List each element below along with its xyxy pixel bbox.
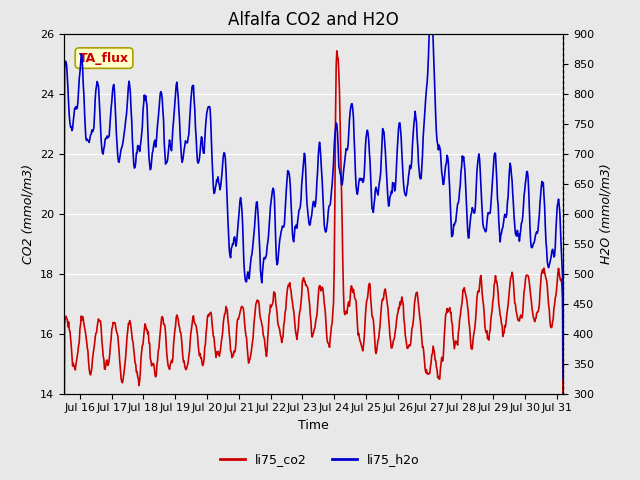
li75_co2: [308, 334, 316, 340]
Line: li75_co2: li75_co2: [64, 51, 563, 480]
Title: Alfalfa CO2 and H2O: Alfalfa CO2 and H2O: [228, 11, 399, 29]
li75_h2o: [91, 112, 99, 118]
li75_co2: [109, 324, 116, 330]
li75_h2o: [109, 89, 116, 95]
li75_h2o: [168, 148, 175, 154]
li75_h2o: [60, 237, 68, 242]
Y-axis label: CO2 (mmol/m3): CO2 (mmol/m3): [22, 164, 35, 264]
Legend: li75_co2, li75_h2o: li75_co2, li75_h2o: [215, 448, 425, 471]
li75_co2: [559, 472, 567, 478]
li75_co2: [168, 358, 175, 363]
Text: TA_flux: TA_flux: [79, 51, 129, 65]
li75_co2: [511, 301, 519, 307]
li75_h2o: [308, 206, 316, 212]
li75_co2: [91, 341, 99, 347]
li75_h2o: [511, 231, 519, 237]
li75_h2o: [278, 223, 286, 229]
li75_co2: [333, 48, 340, 54]
X-axis label: Time: Time: [298, 419, 329, 432]
Y-axis label: H2O (mmol/m3): H2O (mmol/m3): [600, 163, 612, 264]
li75_h2o: [428, 0, 435, 3]
li75_co2: [278, 336, 286, 341]
Line: li75_h2o: li75_h2o: [64, 0, 563, 379]
li75_h2o: [559, 376, 567, 382]
